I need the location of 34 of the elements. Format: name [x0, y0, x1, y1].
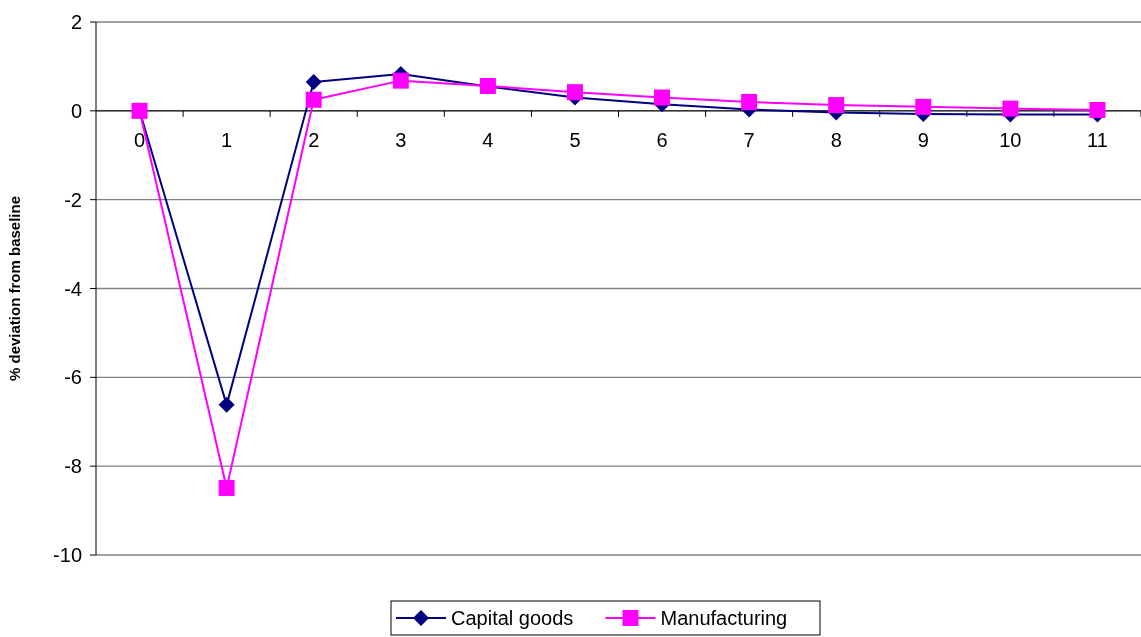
point [1089, 101, 1106, 118]
y-tick-label: 2 [70, 11, 82, 33]
point [392, 72, 409, 89]
y-tick-label: -2 [64, 188, 82, 211]
x-tick-label: 11 [1087, 128, 1108, 151]
x-tick-label: 6 [656, 128, 668, 151]
point [305, 91, 322, 108]
point [741, 93, 758, 110]
legend-label: Capital goods [451, 607, 574, 629]
x-tick-label: 3 [395, 128, 407, 151]
y-tick-label: -10 [53, 544, 82, 566]
point [305, 73, 322, 90]
point [915, 98, 932, 115]
x-tick-label: 8 [830, 128, 842, 151]
point [828, 97, 845, 114]
x-tick-label: 0 [133, 128, 146, 151]
x-tick-label: 4 [482, 128, 494, 151]
x-tick-label: 9 [917, 128, 929, 151]
legend-label: Manufacturing [660, 607, 788, 629]
point [566, 84, 583, 101]
x-tick-label: 10 [999, 128, 1022, 151]
x-tick-label: 2 [308, 128, 320, 151]
point [654, 89, 671, 106]
y-tick-label: -8 [64, 455, 82, 478]
y-tick-label: -6 [64, 366, 82, 389]
x-tick-label: 1 [221, 128, 233, 151]
y-axis-title: % deviation from baseline [6, 195, 23, 382]
y-tick-label: -4 [64, 277, 82, 300]
x-tick-label: 7 [743, 128, 755, 151]
point [218, 479, 235, 496]
point [218, 396, 235, 413]
y-tick-label: 0 [70, 99, 82, 122]
x-tick-label: 5 [569, 128, 581, 151]
point [1002, 100, 1019, 117]
